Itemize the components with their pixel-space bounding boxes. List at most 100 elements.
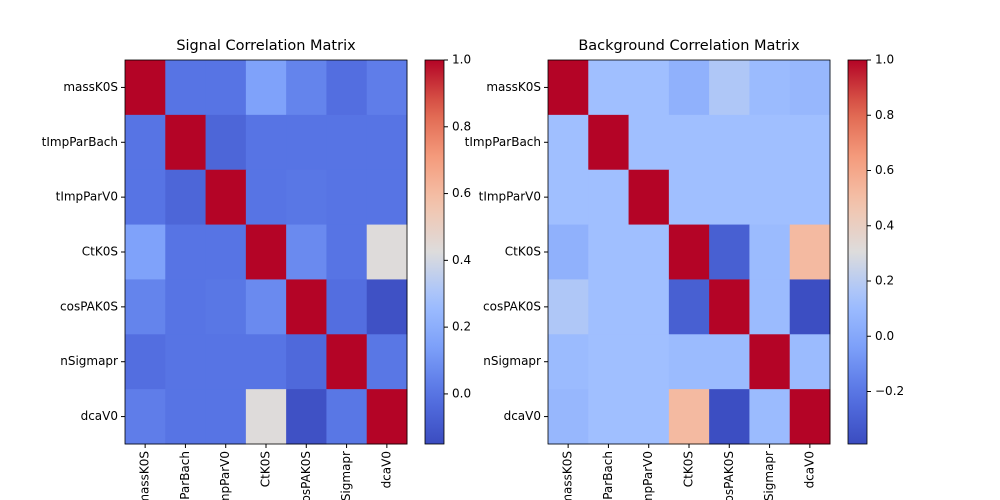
x-tick-label: tImpParV0 bbox=[641, 451, 655, 500]
heatmap-cell bbox=[709, 224, 750, 280]
heatmap-cell bbox=[366, 334, 408, 390]
heatmap-cell bbox=[326, 279, 368, 335]
heatmap-cell bbox=[668, 279, 710, 335]
heatmap-cell bbox=[165, 114, 207, 171]
heatmap-cell bbox=[789, 279, 831, 335]
heatmap-cell bbox=[125, 389, 166, 445]
colorbar-tick-label: 0.2 bbox=[875, 274, 894, 288]
chart-title: Signal Correlation Matrix bbox=[176, 38, 356, 54]
heatmap-cell bbox=[789, 60, 831, 116]
heatmap-cell bbox=[709, 334, 750, 390]
heatmap-cell bbox=[628, 169, 670, 226]
heatmap-cell bbox=[749, 60, 791, 116]
heatmap-cell bbox=[749, 114, 791, 171]
heatmap-cell bbox=[588, 279, 630, 335]
colorbar-tick-label: 0.6 bbox=[452, 186, 471, 200]
colorbar-tick-label: 0.8 bbox=[875, 108, 894, 122]
heatmap-cell bbox=[326, 224, 368, 280]
heatmap-cell bbox=[286, 389, 327, 445]
x-tick-label: tImpParV0 bbox=[218, 451, 232, 500]
heatmap-cell bbox=[668, 334, 710, 390]
heatmap-cell bbox=[789, 224, 831, 280]
y-tick-label: dcaV0 bbox=[504, 409, 541, 423]
y-tick-label: tImpParV0 bbox=[56, 190, 118, 204]
heatmap-cell bbox=[245, 279, 287, 335]
heatmap-cell bbox=[286, 334, 327, 390]
heatmap-cell bbox=[789, 169, 831, 226]
colorbar bbox=[847, 59, 868, 445]
heatmap-cell bbox=[789, 114, 831, 171]
y-tick-label: CtK0S bbox=[82, 245, 118, 259]
heatmap-cell bbox=[588, 60, 630, 116]
heatmap-cell bbox=[668, 60, 710, 116]
heatmap-cell bbox=[205, 389, 247, 445]
x-tick-label: dcaV0 bbox=[802, 451, 816, 488]
y-tick-label: nSigmapr bbox=[60, 354, 118, 368]
heatmap-cell bbox=[165, 279, 207, 335]
heatmap-cell bbox=[205, 169, 247, 226]
heatmap-cell bbox=[709, 279, 750, 335]
heatmap-cell bbox=[326, 60, 368, 116]
heatmap-cell bbox=[366, 114, 408, 171]
heatmap-cell bbox=[286, 114, 327, 171]
colorbar-tick-label: 1.0 bbox=[875, 53, 894, 67]
x-tick-label: tImpParBach bbox=[178, 451, 192, 500]
heatmap-cell bbox=[668, 224, 710, 280]
heatmap-cell bbox=[548, 224, 589, 280]
heatmap-cell bbox=[125, 279, 166, 335]
colorbar-tick-label: 0.6 bbox=[875, 163, 894, 177]
heatmap-cell bbox=[628, 334, 670, 390]
heatmap-cell bbox=[749, 334, 791, 390]
heatmap-cell bbox=[125, 334, 166, 390]
x-tick-label: cosPAK0S bbox=[722, 451, 736, 500]
colorbar-tick-label: 0.8 bbox=[452, 119, 471, 133]
colorbar-tick-label: 1.0 bbox=[452, 53, 471, 67]
x-tick-label: cosPAK0S bbox=[299, 451, 313, 500]
heatmap-cell bbox=[205, 224, 247, 280]
heatmap-cell bbox=[125, 224, 166, 280]
heatmap-cell bbox=[749, 224, 791, 280]
x-tick-label: nSigmapr bbox=[762, 451, 776, 500]
y-tick-label: cosPAK0S bbox=[60, 299, 118, 313]
heatmap-cell bbox=[245, 169, 287, 226]
heatmap-cell bbox=[588, 334, 630, 390]
heatmap-cell bbox=[326, 389, 368, 445]
heatmap-cell bbox=[205, 114, 247, 171]
y-tick-label: tImpParV0 bbox=[479, 190, 541, 204]
heatmap-cell bbox=[628, 279, 670, 335]
heatmap-cell bbox=[165, 334, 207, 390]
x-tick-label: massK0S bbox=[138, 451, 152, 500]
heatmap-cell bbox=[709, 60, 750, 116]
heatmap-cell bbox=[286, 60, 327, 116]
heatmap-cell bbox=[548, 334, 589, 390]
heatmap-cell bbox=[548, 60, 589, 116]
colorbar bbox=[424, 59, 445, 445]
y-tick-label: cosPAK0S bbox=[483, 299, 541, 313]
y-tick-label: tImpParBach bbox=[42, 135, 118, 149]
heatmap-cell bbox=[245, 389, 287, 445]
y-tick-label: massK0S bbox=[486, 80, 541, 94]
heatmap-cell bbox=[366, 389, 408, 445]
heatmap-cell bbox=[286, 279, 327, 335]
y-tick-label: dcaV0 bbox=[81, 409, 118, 423]
heatmap-cell bbox=[749, 169, 791, 226]
heatmap-cell bbox=[588, 224, 630, 280]
heatmap-cell bbox=[789, 334, 831, 390]
colorbar-tick-label: −0.2 bbox=[875, 384, 904, 398]
heatmap-cell bbox=[628, 114, 670, 171]
heatmap-cell bbox=[125, 60, 166, 116]
heatmap-cell bbox=[548, 389, 589, 445]
heatmap-cell bbox=[205, 60, 247, 116]
x-tick-label: CtK0S bbox=[682, 451, 696, 487]
heatmap-cell bbox=[628, 224, 670, 280]
x-tick-label: dcaV0 bbox=[379, 451, 393, 488]
colorbar-tick-label: 0.0 bbox=[875, 329, 894, 343]
heatmap-cell bbox=[366, 224, 408, 280]
heatmap-cell bbox=[326, 114, 368, 171]
heatmap-cell bbox=[165, 224, 207, 280]
heatmap-cell bbox=[205, 279, 247, 335]
heatmap-cell bbox=[165, 60, 207, 116]
heatmap-cell bbox=[366, 279, 408, 335]
colorbar-tick-label: 0.0 bbox=[452, 386, 471, 400]
x-tick-label: tImpParBach bbox=[601, 451, 615, 500]
